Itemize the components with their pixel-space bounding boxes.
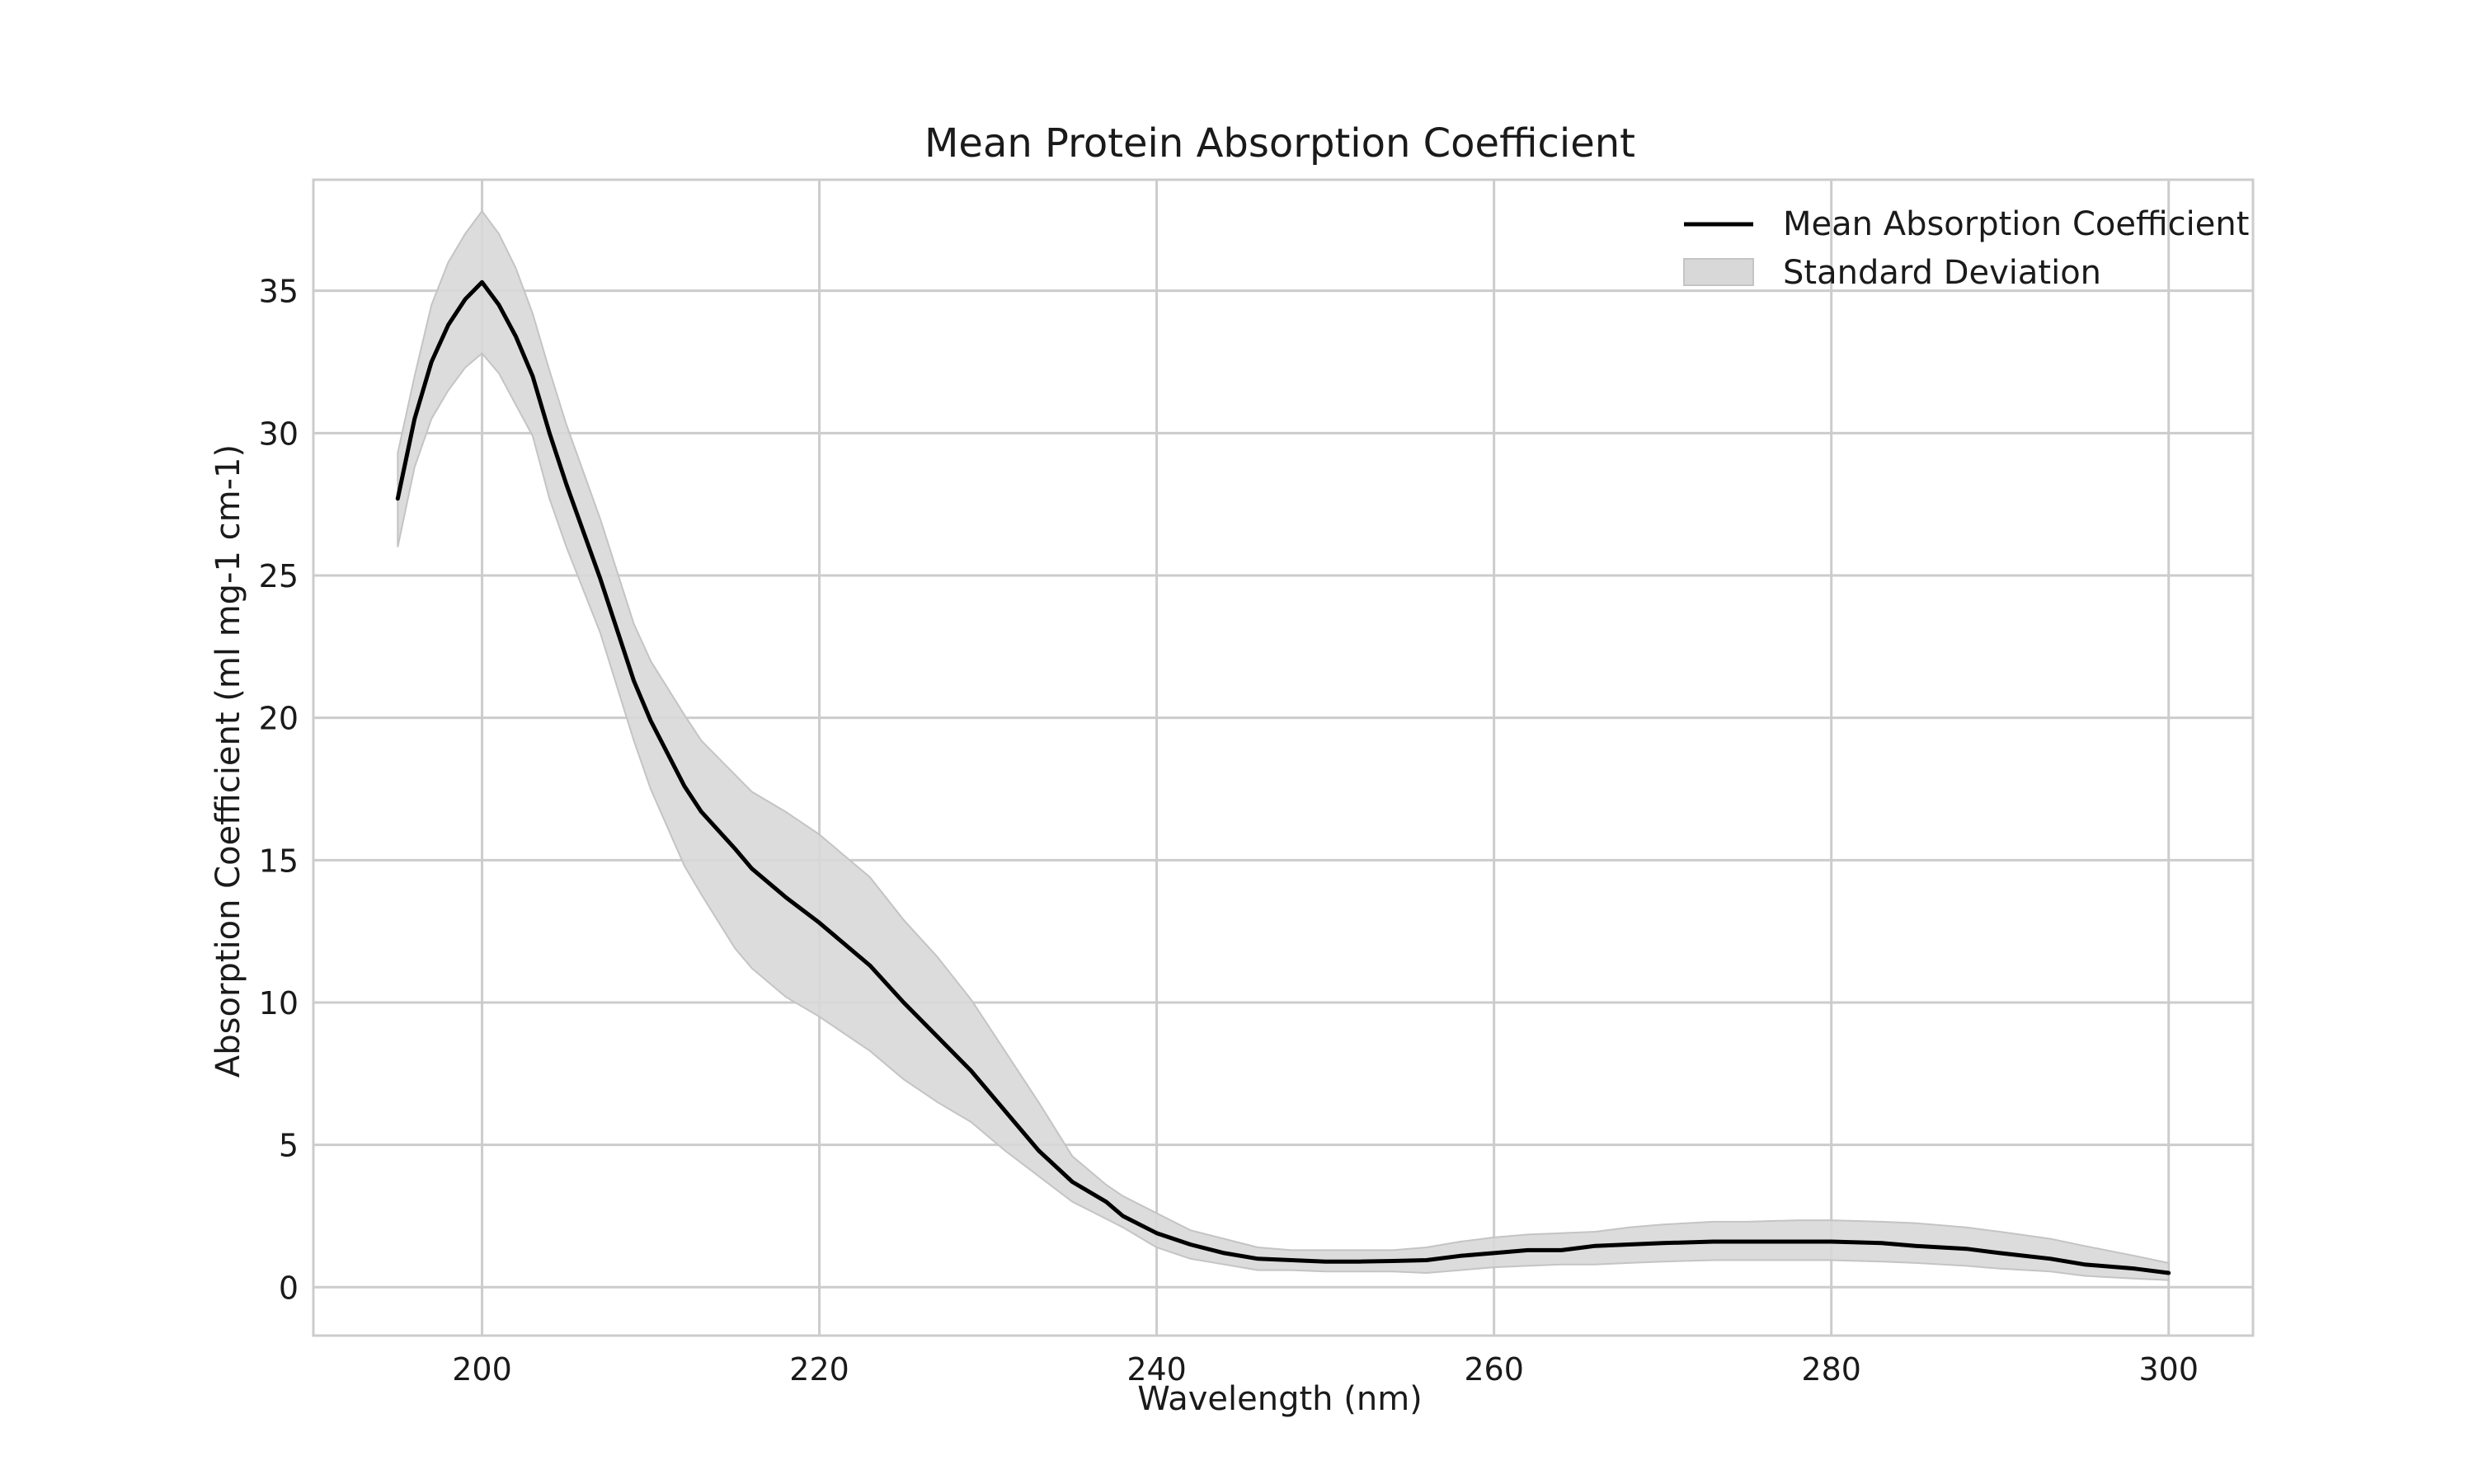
y-tick-label: 15 <box>259 843 299 879</box>
legend-label-mean: Mean Absorption Coefficient <box>1783 205 2249 243</box>
x-tick-label: 200 <box>452 1351 512 1388</box>
plot-frame <box>312 178 2255 1337</box>
x-axis-label: Wavelength (nm) <box>1137 1380 1423 1418</box>
y-axis-label: Absorption Coefficient (ml mg-1 cm-1) <box>209 444 247 1078</box>
y-tick-label: 5 <box>279 1128 299 1164</box>
grid-lines <box>313 180 2253 1336</box>
y-tick-label: 30 <box>259 416 299 452</box>
x-tick-label: 280 <box>1801 1351 1861 1388</box>
std-dev-band-layer <box>397 209 2170 1281</box>
x-tick-label: 240 <box>1126 1351 1187 1388</box>
y-tick-label: 20 <box>259 701 299 737</box>
std-dev-band <box>397 209 2170 1281</box>
y-axis-ticks: 0 5 10 15 20 25 30 35 <box>259 274 299 1307</box>
mean-absorption-line <box>395 279 2171 1275</box>
x-tick-label: 220 <box>789 1351 849 1388</box>
chart-title: Mean Protein Absorption Coefficient <box>924 120 1635 167</box>
mean-line-layer <box>395 279 2171 1275</box>
y-tick-label: 0 <box>279 1270 299 1306</box>
legend: Mean Absorption Coefficient Standard Dev… <box>1683 205 2249 292</box>
y-tick-label: 35 <box>259 274 299 310</box>
legend-label-std: Standard Deviation <box>1783 254 2101 292</box>
x-tick-label: 260 <box>1464 1351 1524 1388</box>
x-axis-ticks: 200 220 240 260 280 300 <box>452 1351 2199 1388</box>
x-tick-label: 300 <box>2138 1351 2199 1388</box>
y-tick-label: 25 <box>259 558 299 594</box>
y-tick-label: 10 <box>259 985 299 1021</box>
legend-band-swatch <box>1683 258 1754 286</box>
